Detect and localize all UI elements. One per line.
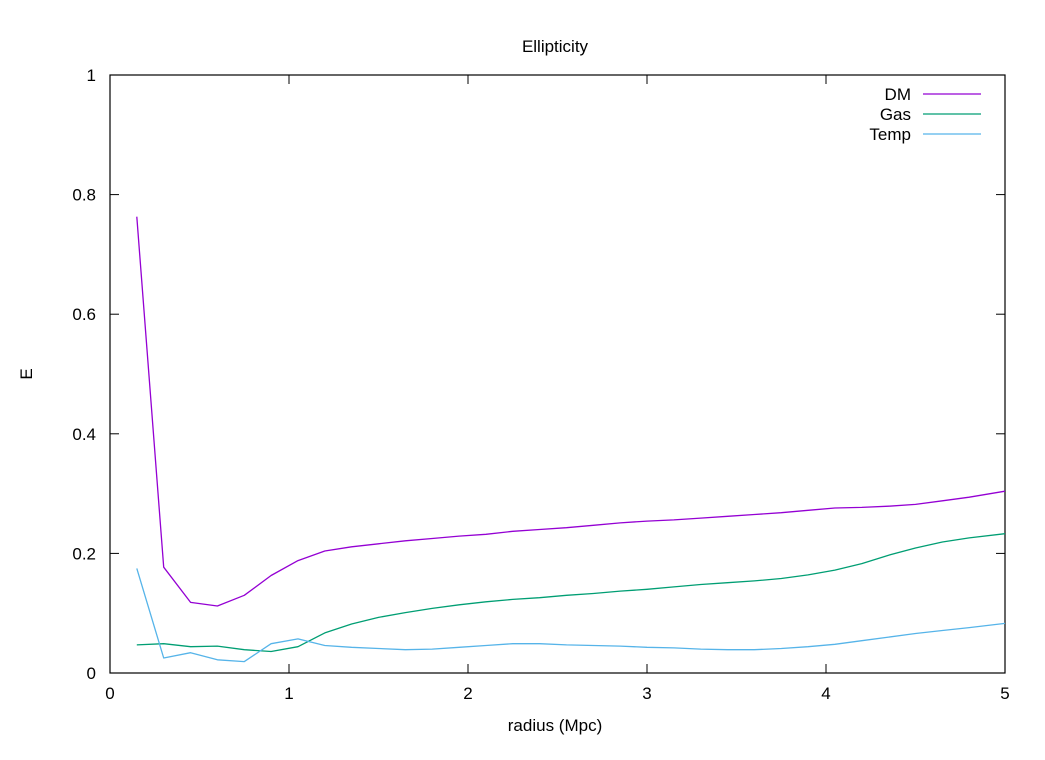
x-tick-label: 0 [105,684,114,703]
y-tick-label: 0.2 [72,544,96,563]
y-tick-label: 0.4 [72,425,96,444]
x-tick-label: 4 [821,684,830,703]
legend-label-gas: Gas [880,105,911,124]
x-tick-label: 3 [642,684,651,703]
y-tick-label: 0.6 [72,305,96,324]
series-line-dm [136,216,1006,607]
ticks: 0 1 2 3 4 5 0 0.2 0.4 0.6 0.8 1 [72,66,1009,703]
y-tick-label: 0.8 [72,186,96,205]
y-tick-label: 1 [87,66,96,85]
y-axis-label: E [17,368,36,379]
plot-frame [109,74,1006,674]
x-tick-label: 2 [463,684,472,703]
x-tick-label: 5 [1000,684,1009,703]
series-lines [136,216,1006,663]
legend-label-dm: DM [885,85,911,104]
y-tick-label: 0 [87,664,96,683]
series-line-temp [136,568,1006,663]
series-line-gas [136,533,1006,653]
chart-title: Ellipticity [522,37,589,56]
x-axis-label: radius (Mpc) [508,716,602,735]
legend-label-temp: Temp [869,125,911,144]
x-tick-label: 1 [284,684,293,703]
